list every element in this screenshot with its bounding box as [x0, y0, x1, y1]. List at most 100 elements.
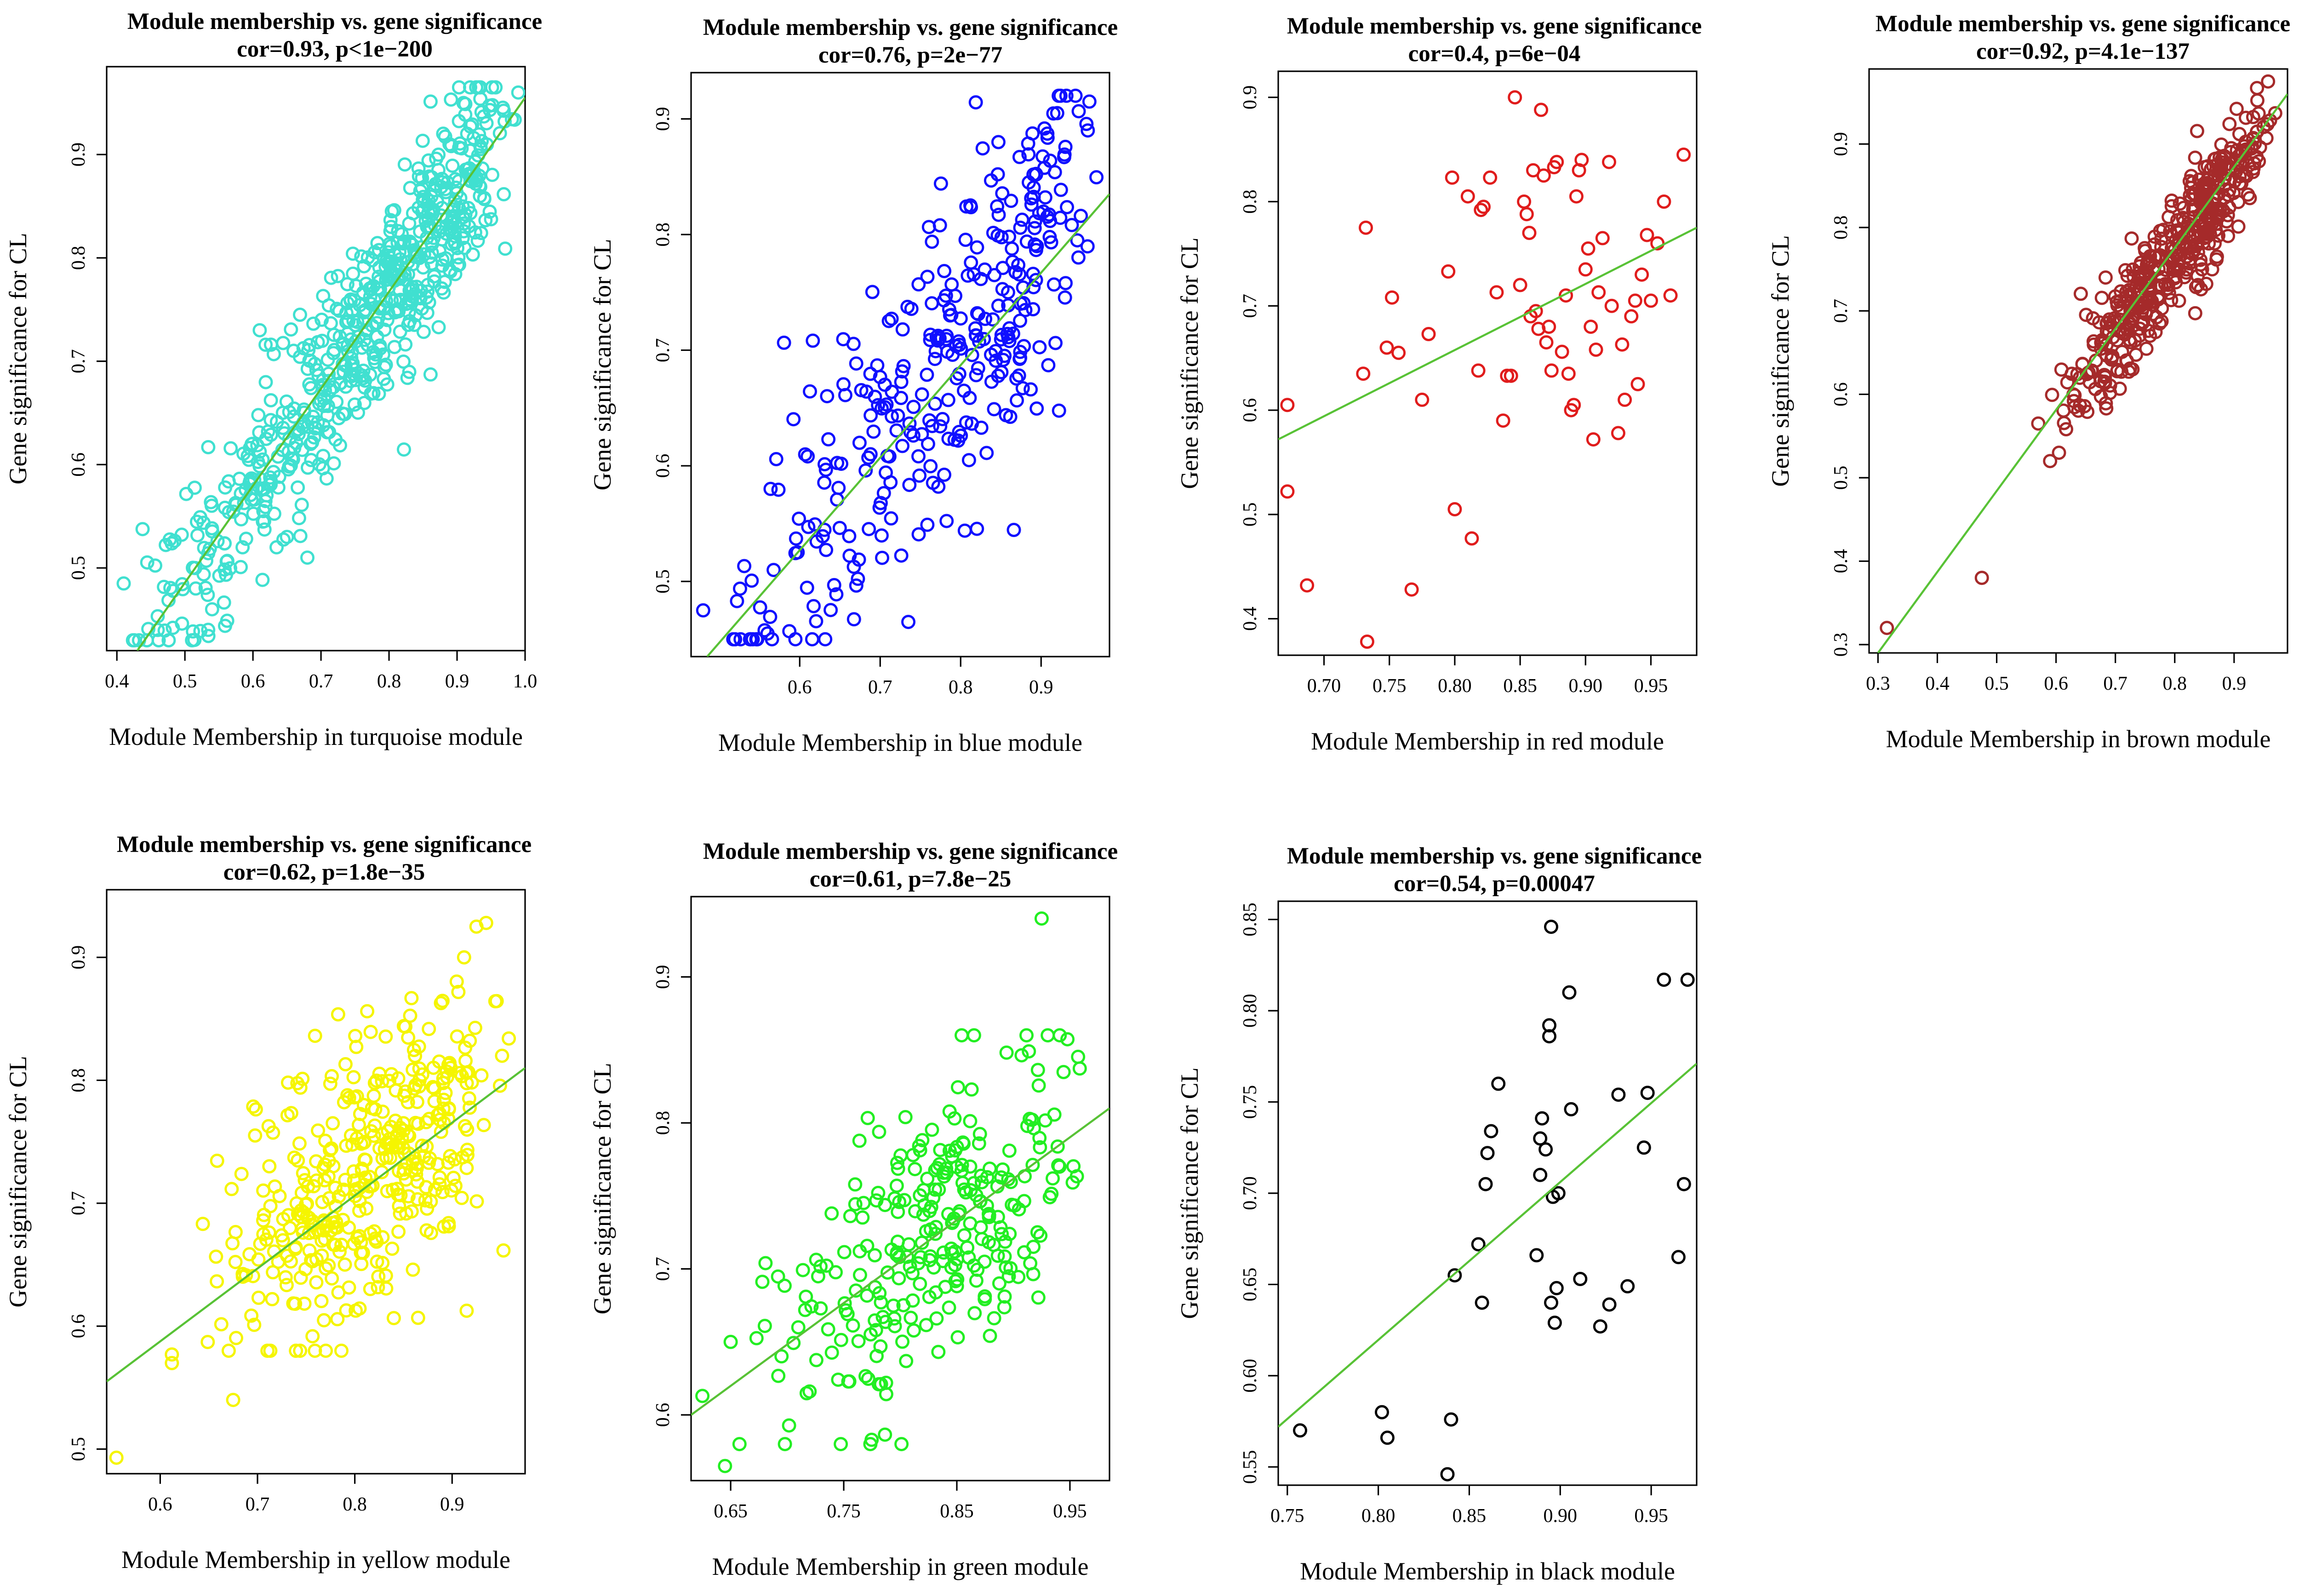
- x-tick-label: 0.6: [241, 671, 265, 692]
- data-point: [479, 116, 494, 131]
- data-point: [291, 480, 305, 495]
- y-axis-label: Gene significance for CL: [4, 1056, 32, 1307]
- data-point: [267, 506, 281, 521]
- data-point: [1544, 1295, 1558, 1310]
- data-point: [921, 437, 935, 451]
- data-point: [743, 632, 757, 646]
- data-point: [432, 224, 447, 239]
- data-point: [1445, 170, 1459, 185]
- data-point: [423, 94, 438, 109]
- data-point: [992, 1276, 1007, 1291]
- data-point: [1519, 207, 1534, 222]
- data-point: [1056, 1065, 1071, 1079]
- data-point: [967, 1306, 982, 1321]
- data-point: [2094, 291, 2109, 305]
- data-point: [473, 189, 487, 203]
- data-point: [1071, 250, 1086, 265]
- data-point: [2190, 245, 2205, 260]
- data-point: [315, 1233, 329, 1248]
- data-point: [420, 284, 435, 299]
- data-point: [1380, 1430, 1395, 1445]
- y-axis-label: Gene significance for CL: [1767, 235, 1794, 486]
- data-point: [1074, 209, 1088, 223]
- data-point: [1611, 1087, 1626, 1102]
- regression-line: [1877, 93, 2288, 653]
- x-tick-label: 0.8: [949, 677, 973, 698]
- data-point: [315, 1195, 330, 1209]
- data-point: [2238, 144, 2253, 159]
- data-point: [866, 424, 881, 439]
- data-point: [326, 327, 341, 342]
- data-point: [2211, 228, 2225, 243]
- data-point: [821, 1322, 835, 1337]
- data-point: [2251, 106, 2266, 121]
- data-point: [1059, 88, 1074, 103]
- data-point: [345, 356, 360, 371]
- data-point: [412, 169, 426, 183]
- data-point: [284, 322, 298, 337]
- data-point: [989, 354, 1003, 368]
- data-point: [300, 419, 315, 434]
- data-point: [281, 1075, 295, 1090]
- data-point: [1636, 1140, 1651, 1155]
- data-point: [771, 482, 786, 497]
- data-point: [293, 529, 308, 543]
- data-point: [334, 1344, 349, 1358]
- x-tick-label: 0.80: [1361, 1505, 1395, 1527]
- data-point: [474, 226, 488, 240]
- data-point: [300, 361, 315, 376]
- data-point: [372, 338, 387, 353]
- data-point: [1535, 1111, 1550, 1126]
- data-point: [1030, 1225, 1045, 1240]
- x-tick-label: 0.7: [309, 671, 333, 692]
- data-point: [187, 481, 202, 495]
- data-point: [469, 1194, 484, 1209]
- data-point: [859, 384, 874, 399]
- data-point: [939, 514, 954, 528]
- x-tick-label: 0.5: [1984, 673, 2009, 694]
- data-point: [196, 515, 211, 530]
- data-point: [757, 623, 772, 638]
- data-point: [955, 1028, 969, 1043]
- data-point: [2190, 124, 2204, 138]
- x-tick-label: 0.6: [148, 1494, 172, 1515]
- data-point: [1070, 233, 1085, 248]
- data-point: [454, 1190, 469, 1205]
- data-point: [371, 1269, 386, 1284]
- data-point: [444, 1183, 459, 1198]
- data-point: [955, 1176, 970, 1190]
- data-point: [228, 1255, 243, 1270]
- data-point: [771, 1269, 785, 1284]
- data-point: [860, 1239, 875, 1253]
- data-point: [266, 1125, 280, 1140]
- data-point: [1533, 1131, 1548, 1146]
- data-point: [346, 266, 360, 281]
- data-point: [1624, 309, 1639, 324]
- data-point: [309, 363, 324, 378]
- data-point: [284, 1106, 298, 1121]
- data-point: [834, 1333, 848, 1347]
- data-point: [846, 560, 861, 574]
- data-point: [332, 411, 346, 425]
- data-point: [950, 1330, 965, 1344]
- data-point: [908, 1162, 922, 1177]
- y-tick-label: 0.7: [68, 349, 89, 373]
- data-point: [248, 1102, 263, 1117]
- points-black: [1293, 920, 1695, 1482]
- data-point: [2088, 382, 2103, 396]
- data-point: [1015, 381, 1030, 395]
- data-point: [1017, 1245, 1031, 1259]
- data-point: [695, 1389, 710, 1403]
- data-point: [457, 224, 471, 239]
- data-point: [985, 312, 1000, 327]
- data-point: [466, 131, 481, 145]
- data-point: [427, 1094, 442, 1109]
- data-point: [876, 486, 891, 500]
- data-point: [2100, 315, 2115, 330]
- data-point: [1280, 398, 1295, 412]
- data-point: [963, 1114, 978, 1128]
- data-point: [165, 1347, 179, 1362]
- data-point: [1013, 350, 1028, 365]
- points-blue: [696, 88, 1104, 646]
- y-tick-label: 0.85: [1240, 903, 1261, 937]
